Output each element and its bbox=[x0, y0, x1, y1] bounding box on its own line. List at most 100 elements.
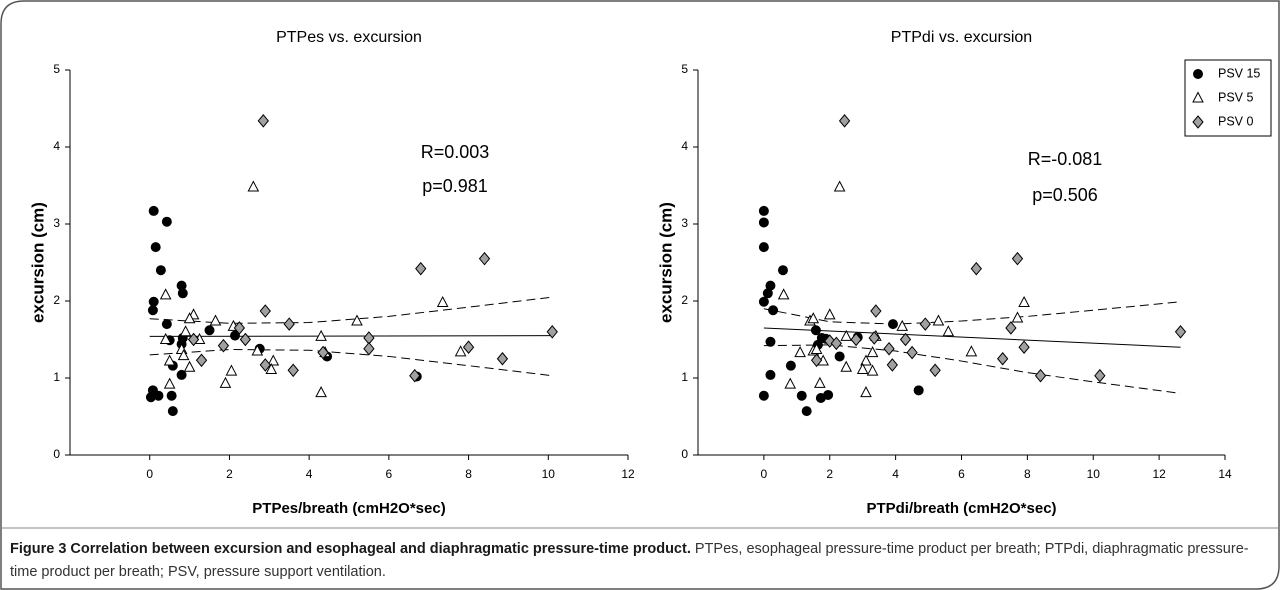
point bbox=[784, 377, 797, 389]
x-tick-label: 2 bbox=[226, 467, 233, 481]
point bbox=[860, 354, 872, 366]
point bbox=[251, 344, 264, 356]
point bbox=[153, 390, 164, 401]
x-tick-label: 2 bbox=[826, 467, 833, 481]
legend-marker bbox=[1192, 91, 1204, 103]
point bbox=[233, 321, 246, 335]
point bbox=[225, 364, 238, 376]
point bbox=[496, 351, 509, 366]
legend-label: PSV 0 bbox=[1218, 114, 1253, 128]
point bbox=[785, 360, 796, 371]
point bbox=[183, 360, 196, 372]
point bbox=[913, 385, 924, 396]
point bbox=[317, 345, 329, 360]
y-tick-label: 5 bbox=[53, 62, 60, 76]
point bbox=[283, 317, 295, 331]
x-tick-label: 6 bbox=[958, 467, 965, 481]
y-tick-label: 3 bbox=[53, 216, 60, 230]
x-tick-label: 0 bbox=[761, 467, 768, 481]
point bbox=[363, 341, 375, 356]
point bbox=[259, 304, 271, 318]
point bbox=[1011, 251, 1024, 266]
point bbox=[257, 114, 269, 128]
point bbox=[1174, 325, 1187, 339]
point bbox=[838, 114, 851, 128]
point bbox=[1005, 321, 1017, 335]
y-tick-label: 0 bbox=[681, 447, 688, 461]
regression-line bbox=[149, 335, 553, 337]
legend-label: PSV 5 bbox=[1218, 90, 1253, 104]
point bbox=[758, 217, 769, 228]
point bbox=[351, 314, 363, 326]
annotation: p=0.506 bbox=[1032, 185, 1098, 205]
point bbox=[896, 319, 909, 331]
point bbox=[259, 358, 271, 372]
point bbox=[758, 205, 769, 216]
point bbox=[762, 288, 773, 299]
caption-title: Figure 3 Correlation between excursion a… bbox=[10, 541, 691, 557]
caption: Figure 3 Correlation between excursion a… bbox=[10, 538, 1272, 584]
point bbox=[870, 304, 882, 318]
point bbox=[883, 341, 895, 356]
x-tick-label: 12 bbox=[621, 467, 635, 481]
point bbox=[147, 305, 158, 316]
chart-title: PTPes vs. excursion bbox=[276, 29, 422, 46]
point bbox=[834, 351, 845, 362]
confidence-band-lower bbox=[149, 349, 553, 377]
point bbox=[166, 390, 177, 401]
point bbox=[823, 389, 834, 400]
point bbox=[830, 336, 842, 351]
point bbox=[230, 330, 241, 341]
caption-text: PTPes, esophageal pressure-time product … bbox=[10, 541, 1249, 580]
point bbox=[148, 205, 159, 216]
annotation: R=-0.081 bbox=[1028, 149, 1103, 169]
y-tick-label: 4 bbox=[53, 139, 60, 153]
point bbox=[204, 325, 215, 336]
point bbox=[860, 386, 872, 398]
point bbox=[478, 251, 491, 266]
point bbox=[409, 368, 421, 383]
point bbox=[183, 312, 196, 324]
point bbox=[758, 242, 769, 253]
point bbox=[814, 376, 826, 388]
point bbox=[217, 338, 230, 353]
point bbox=[899, 332, 912, 347]
point bbox=[161, 319, 172, 330]
y-tick-label: 3 bbox=[681, 216, 688, 230]
confidence-band-upper bbox=[763, 301, 1181, 325]
point bbox=[758, 296, 769, 307]
point bbox=[929, 363, 941, 378]
point bbox=[833, 180, 846, 192]
y-axis-label: excursion (cm) bbox=[28, 202, 47, 323]
point bbox=[932, 314, 945, 326]
point bbox=[856, 362, 869, 375]
point bbox=[997, 351, 1009, 366]
y-tick-label: 0 bbox=[53, 447, 60, 461]
x-tick-label: 10 bbox=[542, 467, 556, 481]
y-tick-label: 1 bbox=[53, 370, 60, 384]
point bbox=[850, 332, 862, 347]
confidence-band-upper bbox=[149, 296, 553, 324]
y-axis-label: excursion (cm) bbox=[656, 202, 675, 323]
point bbox=[794, 346, 806, 358]
legend-marker bbox=[1193, 69, 1203, 79]
point bbox=[777, 288, 790, 300]
x-tick-label: 10 bbox=[1087, 467, 1101, 481]
point bbox=[887, 319, 898, 330]
point bbox=[195, 353, 208, 368]
y-tick-label: 2 bbox=[681, 293, 688, 307]
point bbox=[209, 314, 222, 326]
point bbox=[176, 369, 187, 380]
point bbox=[942, 325, 955, 337]
point bbox=[265, 362, 278, 375]
point bbox=[177, 349, 190, 361]
point bbox=[161, 216, 172, 227]
x-tick-label: 6 bbox=[386, 467, 393, 481]
y-tick-label: 4 bbox=[681, 139, 688, 153]
annotation: p=0.981 bbox=[422, 176, 488, 196]
y-tick-label: 1 bbox=[681, 370, 688, 384]
regression-line bbox=[763, 327, 1181, 348]
